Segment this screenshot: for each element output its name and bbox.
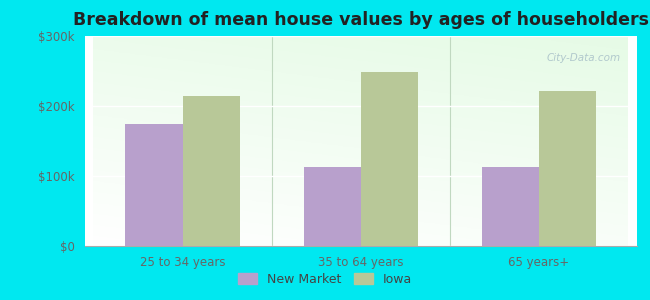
Bar (304, 167, 361, 246)
Text: City-Data.com: City-Data.com (546, 53, 620, 63)
Bar (183, 95, 240, 246)
Bar (361, 72, 418, 246)
Legend: New Market, Iowa: New Market, Iowa (233, 268, 417, 291)
Title: Breakdown of mean house values by ages of householders: Breakdown of mean house values by ages o… (73, 11, 649, 29)
Bar (125, 124, 183, 246)
Bar (482, 167, 539, 246)
Bar (539, 91, 596, 246)
